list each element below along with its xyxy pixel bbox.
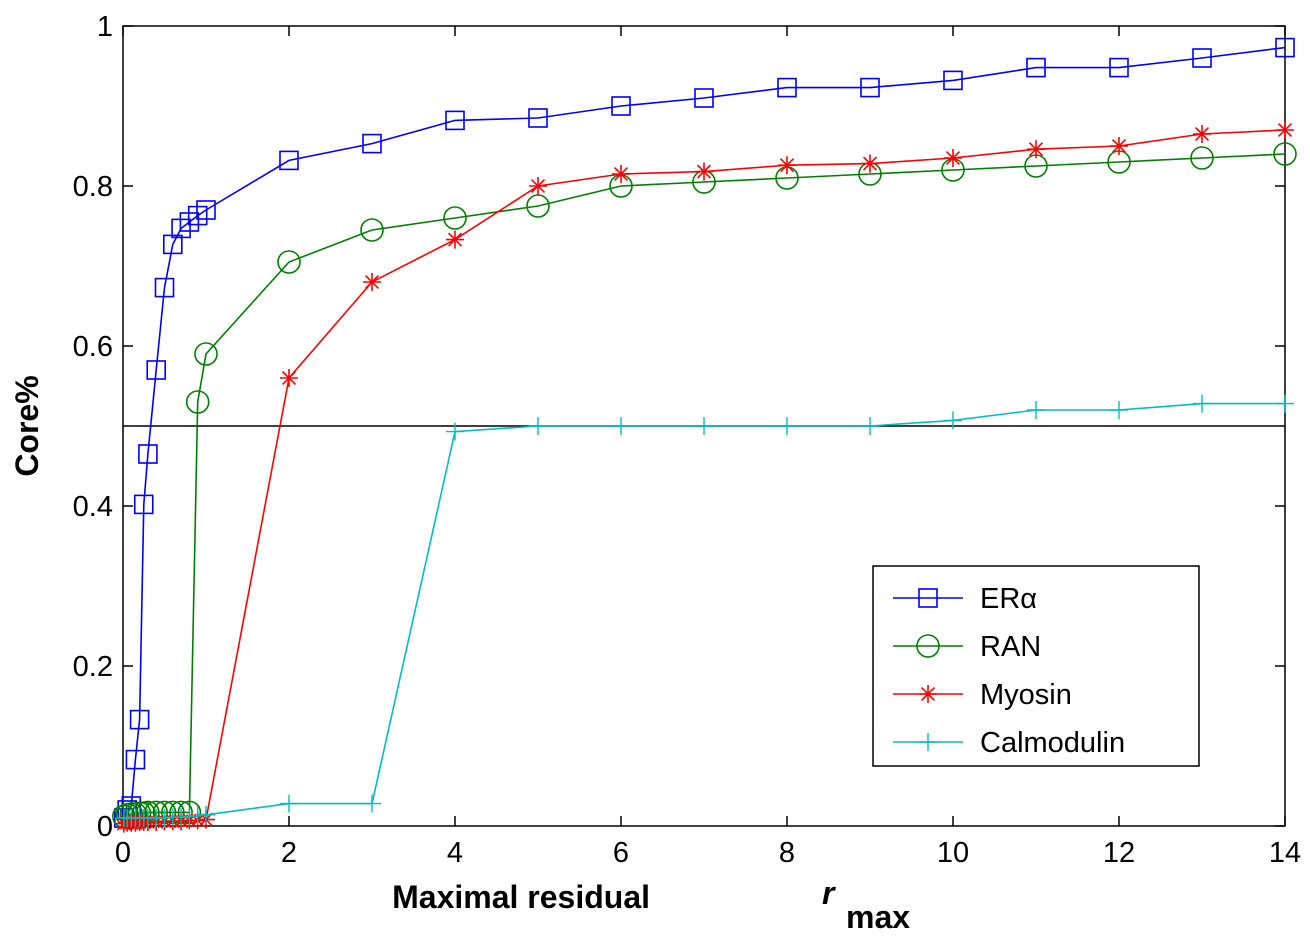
y-axis: 0 0.2 0.4 0.6 0.8 1	[73, 11, 1285, 843]
data-point	[1026, 57, 1046, 78]
data-point	[529, 417, 547, 435]
data-point	[1190, 146, 1214, 170]
data-point	[277, 250, 301, 274]
data-point	[446, 422, 464, 441]
y-axis-label: Core%	[9, 375, 45, 476]
x-tick-label: 8	[779, 837, 795, 869]
y-tick-label: 0.6	[73, 331, 113, 363]
x-axis-label: Maximal residual	[392, 879, 650, 915]
data-point	[529, 177, 547, 195]
x-tick-label: 4	[447, 837, 463, 869]
data-point	[611, 96, 631, 116]
data-point	[1273, 142, 1297, 166]
data-point	[778, 417, 796, 435]
data-point	[185, 390, 210, 414]
x-tick-label: 14	[1269, 837, 1301, 869]
data-point	[280, 794, 298, 813]
data-point	[694, 88, 714, 108]
data-point	[1110, 137, 1128, 155]
data-point	[146, 360, 166, 380]
legend-label: ERα	[980, 583, 1037, 615]
data-point	[196, 200, 216, 220]
data-point	[944, 411, 962, 430]
data-point	[133, 494, 154, 515]
data-point	[943, 70, 963, 91]
y-tick-label: 0.8	[73, 171, 113, 203]
data-point	[860, 77, 880, 98]
data-point	[188, 806, 207, 825]
y-tick-label: 1	[97, 11, 113, 43]
data-point	[1193, 125, 1211, 143]
data-point	[129, 709, 150, 730]
data-point	[362, 133, 382, 154]
x-tick-label: 6	[613, 837, 629, 869]
legend-entry: Calmodulin	[893, 727, 1125, 759]
series-calmodulin	[114, 394, 1294, 827]
legend-box	[872, 565, 1200, 767]
data-point	[446, 230, 464, 249]
data-point	[155, 809, 174, 827]
data-point	[1276, 394, 1294, 413]
data-point	[612, 417, 630, 435]
data-point	[1275, 37, 1295, 58]
x-tick-label: 10	[937, 837, 969, 869]
x-tick-label: 2	[281, 837, 297, 869]
data-point	[861, 154, 879, 173]
series-er-	[114, 37, 1295, 828]
legend-entry: RAN	[893, 631, 1041, 663]
data-point	[279, 150, 299, 171]
data-point	[1110, 401, 1128, 419]
data-point	[861, 417, 879, 435]
data-point	[125, 749, 146, 770]
data-point	[445, 110, 465, 131]
data-point	[360, 218, 384, 242]
data-point	[1027, 401, 1045, 419]
legend-marker	[919, 733, 937, 751]
data-point	[944, 149, 962, 167]
data-point	[138, 444, 158, 464]
data-point	[1027, 140, 1045, 159]
data-point	[695, 417, 713, 435]
data-point	[363, 273, 381, 291]
legend-marker	[918, 588, 938, 608]
y-tick-label: 0.4	[73, 491, 113, 523]
series-layer	[112, 37, 1297, 833]
x-tick-label: 0	[115, 837, 131, 869]
series-ran	[112, 142, 1297, 829]
data-point	[363, 794, 381, 813]
legend-marker	[919, 685, 937, 703]
legend: ERα RAN Myosin Calmodulin	[872, 565, 1200, 767]
data-point	[1192, 48, 1212, 68]
legend-entry: ERα	[893, 583, 1037, 615]
data-point	[695, 162, 713, 181]
data-point	[197, 805, 215, 824]
y-tick-label: 0	[97, 811, 113, 843]
legend-label: Myosin	[980, 679, 1072, 711]
data-point	[777, 77, 797, 98]
data-point	[180, 807, 199, 826]
data-point	[1276, 121, 1294, 139]
x-axis-label-symbol: r	[822, 875, 836, 911]
data-point	[280, 369, 298, 387]
legend-label: RAN	[980, 631, 1041, 663]
legend-entry: Myosin	[893, 679, 1072, 711]
data-point	[194, 342, 218, 366]
data-point	[1109, 57, 1129, 78]
data-point	[154, 277, 175, 298]
legend-marker	[916, 634, 940, 658]
x-axis-label-subscript: max	[846, 899, 910, 935]
y-tick-label: 0.2	[73, 651, 113, 683]
data-point	[172, 808, 191, 827]
x-tick-label: 12	[1103, 837, 1135, 869]
data-point	[1193, 394, 1211, 413]
series-line	[123, 153, 1286, 818]
x-axis: 0 2 4 6 8 10 12 14	[115, 26, 1301, 869]
legend-label: Calmodulin	[980, 727, 1125, 759]
data-point	[778, 156, 796, 175]
data-point	[528, 108, 548, 128]
data-point	[443, 206, 467, 230]
data-point	[612, 165, 630, 183]
